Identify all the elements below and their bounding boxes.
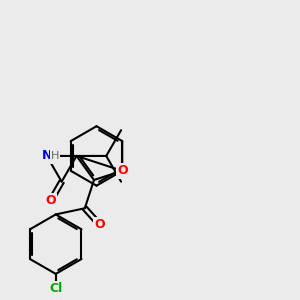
Text: O: O — [117, 164, 128, 177]
Text: Cl: Cl — [49, 282, 62, 295]
Text: N: N — [42, 149, 52, 163]
Text: O: O — [94, 218, 105, 231]
Text: O: O — [45, 194, 56, 208]
Text: H: H — [51, 151, 59, 161]
